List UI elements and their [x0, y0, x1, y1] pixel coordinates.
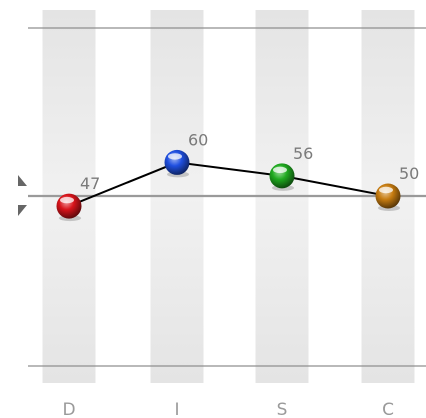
data-label-i: 60 — [188, 130, 208, 149]
data-label-c: 50 — [399, 164, 419, 183]
reference-marker-down-icon — [18, 205, 27, 216]
data-point-d — [56, 193, 82, 222]
tick-label-c: C — [382, 400, 394, 418]
data-point-s — [269, 163, 295, 191]
data-point-c — [375, 183, 401, 211]
data-points — [56, 149, 401, 222]
tick-label-i: I — [174, 400, 179, 418]
tick-label-s: S — [277, 400, 288, 418]
tick-label-d: D — [62, 400, 75, 418]
data-labels: 47 60 56 50 — [80, 130, 419, 193]
reference-markers — [18, 175, 27, 216]
series-line — [68, 161, 389, 208]
reference-marker-up-icon — [18, 175, 27, 186]
data-label-s: 56 — [293, 144, 313, 163]
data-label-d: 47 — [80, 174, 100, 193]
data-point-i — [164, 149, 190, 178]
